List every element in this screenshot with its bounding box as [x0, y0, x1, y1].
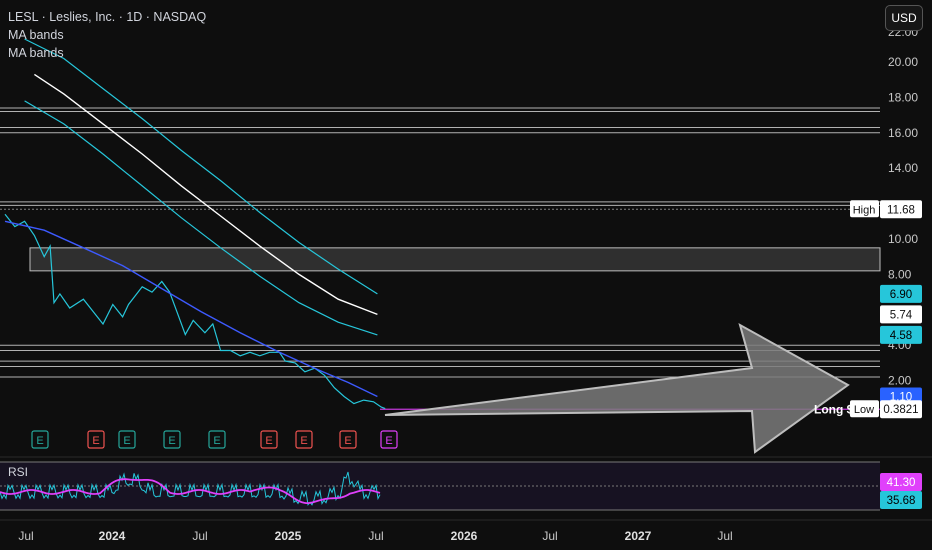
indicator-label-1: MA bands [8, 28, 64, 42]
y-axis-tick-label: 2.00 [888, 374, 912, 388]
rsi-value-label: 35.68 [887, 495, 916, 507]
consolidation-zone [29, 247, 881, 272]
price-label-box [880, 400, 922, 419]
earnings-marker-label: E [385, 435, 392, 447]
earnings-marker-label: E [123, 435, 130, 447]
price-label-text: 11.68 [887, 204, 915, 216]
y-axis-tick-label: 14.00 [888, 161, 918, 175]
price-tag-text: Low [854, 404, 874, 416]
earnings-marker-box [87, 430, 105, 449]
earnings-marker: E [118, 430, 136, 449]
earnings-marker-box [118, 430, 136, 449]
earnings-marker-label: E [344, 435, 351, 447]
price-label-box [880, 305, 922, 324]
rsi-ma-line [0, 478, 381, 504]
x-axis-tick-label: Jul [368, 529, 383, 543]
x-axis-tick-label: Jul [542, 529, 557, 543]
x-axis-tick-label: 2027 [625, 529, 652, 543]
price-label-text: 4.58 [890, 330, 912, 342]
symbol-title: LESL · Leslies, Inc. · 1D · NASDAQ [8, 10, 207, 24]
series-ma-band-upper-line [24, 38, 378, 295]
rsi-line [0, 471, 381, 506]
price-label-text: 6.90 [890, 289, 912, 301]
price-tag-text: High [853, 204, 876, 216]
earnings-marker: E [295, 430, 313, 449]
price-label-text: 5.74 [890, 309, 913, 321]
rsi-value-box [880, 491, 922, 509]
earnings-marker-box [339, 430, 357, 449]
y-axis-tick-label: 20.00 [888, 55, 918, 69]
earnings-marker: E [87, 430, 105, 449]
indicator-label-2: MA bands [8, 46, 64, 60]
x-axis-tick-label: 2025 [275, 529, 302, 543]
y-axis-tick-label: 18.00 [888, 90, 918, 104]
x-axis-tick-label: Jul [18, 529, 33, 543]
earnings-marker: E [163, 430, 181, 449]
rsi-value-label: 41.30 [887, 477, 916, 489]
series-ma-band-lower-line [24, 100, 378, 336]
earnings-marker-box [380, 430, 398, 449]
earnings-marker: E [339, 430, 357, 449]
series-ma-slow-line [4, 220, 378, 398]
earnings-marker-box [208, 430, 226, 449]
earnings-marker: E [380, 430, 398, 449]
y-axis-tick-label: 8.00 [888, 267, 912, 281]
earnings-marker-box [163, 430, 181, 449]
earnings-marker: E [260, 430, 278, 449]
earnings-marker-box [260, 430, 278, 449]
earnings-marker-label: E [168, 435, 175, 447]
series-price-line [4, 213, 386, 410]
earnings-marker-label: E [300, 435, 307, 447]
rsi-value-box [880, 473, 922, 491]
currency-button[interactable]: USD [885, 5, 923, 31]
price-label-text: 0.3821 [883, 404, 918, 416]
price-label-box [880, 325, 922, 344]
earnings-marker: E [208, 430, 226, 449]
earnings-marker-label: E [265, 435, 272, 447]
series-ma-mid-line [34, 73, 378, 316]
price-tag-high [850, 200, 879, 218]
x-axis-tick-label: Jul [192, 529, 207, 543]
y-axis-tick-label: 16.00 [888, 126, 918, 140]
price-label-box [880, 200, 922, 219]
y-axis-tick-label: 10.00 [888, 232, 918, 246]
price-label-box [880, 284, 922, 303]
earnings-marker-label: E [213, 435, 220, 447]
earnings-marker-box [31, 430, 49, 449]
price-tag-low [850, 400, 879, 418]
x-axis-tick-label: 2026 [451, 529, 478, 543]
rsi-pane-title: RSI [8, 465, 29, 479]
earnings-marker-label: E [92, 435, 99, 447]
earnings-marker: E [31, 430, 49, 449]
x-axis-tick-label: 2024 [99, 529, 126, 543]
x-axis-tick-label: Jul [717, 529, 732, 543]
annotation-long-text: Long $ [814, 402, 854, 416]
projection-arrow [384, 322, 850, 454]
earnings-marker-box [295, 430, 313, 449]
earnings-marker-label: E [36, 435, 43, 447]
